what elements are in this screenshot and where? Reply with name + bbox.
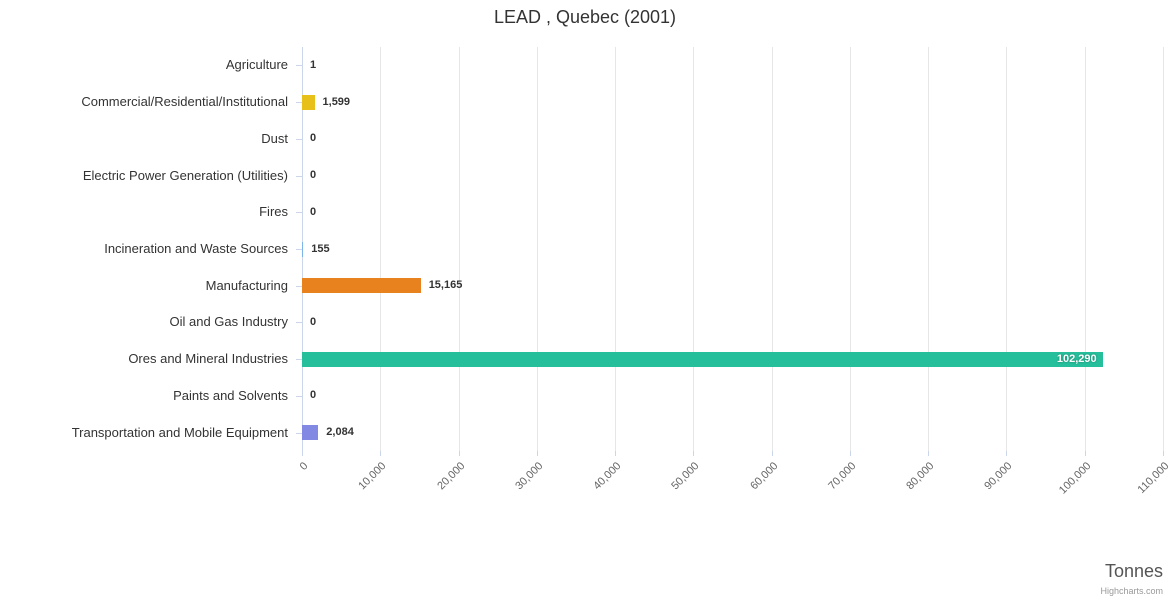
category-label: Commercial/Residential/Institutional bbox=[81, 94, 288, 110]
x-tick-label: 50,000 bbox=[669, 460, 702, 493]
category-tick bbox=[296, 395, 302, 397]
category-tick bbox=[296, 175, 302, 177]
chart-title: LEAD , Quebec (2001) bbox=[493, 7, 677, 27]
bar[interactable] bbox=[302, 241, 304, 257]
bar-value-label: 1 bbox=[310, 58, 317, 71]
bar-value-label: 102,290 bbox=[1056, 352, 1097, 365]
category-label: Ores and Mineral Industries bbox=[128, 351, 288, 367]
x-tick-label: 10,000 bbox=[356, 460, 389, 493]
bar-value-label: 0 bbox=[310, 315, 317, 328]
grid-line bbox=[849, 47, 851, 451]
category-label: Oil and Gas Industry bbox=[169, 314, 289, 330]
category-tick bbox=[296, 322, 302, 324]
x-tick-label: 60,000 bbox=[747, 460, 781, 493]
x-axis-tick bbox=[693, 451, 695, 456]
x-tick-label: 20,000 bbox=[434, 460, 468, 493]
x-tick-label: 100,000 bbox=[1056, 460, 1094, 497]
x-tick-label: 70,000 bbox=[826, 460, 859, 493]
category-tick bbox=[296, 65, 302, 67]
bar-value-label: 155 bbox=[311, 242, 330, 255]
category-tick bbox=[296, 102, 302, 104]
bar-value-label: 0 bbox=[310, 169, 317, 182]
category-label: Agriculture bbox=[225, 57, 288, 73]
category-label: Transportation and Mobile Equipment bbox=[71, 424, 288, 440]
grid-line bbox=[1084, 47, 1086, 451]
x-tick-label: 40,000 bbox=[591, 460, 624, 493]
x-axis-tick bbox=[1163, 451, 1164, 456]
category-label: Fires bbox=[259, 204, 288, 220]
x-tick-label: 90,000 bbox=[982, 460, 1015, 493]
bar[interactable] bbox=[302, 278, 421, 294]
grid-line bbox=[1006, 47, 1008, 451]
x-axis-tick bbox=[536, 451, 538, 456]
x-axis-tick bbox=[380, 451, 382, 456]
category-tick bbox=[296, 138, 302, 140]
x-axis-tick bbox=[849, 451, 851, 456]
grid-line bbox=[380, 47, 382, 451]
bar-value-label: 2,084 bbox=[326, 426, 354, 439]
x-tick-label: 0 bbox=[297, 460, 311, 473]
category-tick bbox=[296, 432, 302, 434]
x-axis-tick bbox=[1084, 451, 1086, 456]
category-label: Manufacturing bbox=[205, 277, 288, 293]
category-tick bbox=[296, 359, 302, 361]
plot-area: 1 1,599 0 0 0 155 15,165 0 102,290 0 2,084 bbox=[302, 47, 1164, 456]
bar[interactable] bbox=[302, 351, 1103, 367]
x-axis-tick bbox=[458, 451, 460, 456]
x-axis-title: Tonnes bbox=[1104, 561, 1163, 581]
x-axis-tick bbox=[1006, 451, 1008, 456]
bar-value-label: 0 bbox=[310, 205, 317, 218]
x-tick-label: 80,000 bbox=[904, 460, 937, 493]
category-tick bbox=[296, 285, 302, 287]
category-label: Incineration and Waste Sources bbox=[104, 241, 288, 256]
grid-line bbox=[693, 47, 695, 451]
x-axis-tick bbox=[302, 451, 303, 456]
grid-line bbox=[615, 47, 617, 451]
bar-value-label: 15,165 bbox=[428, 279, 463, 292]
x-tick-label: 30,000 bbox=[513, 460, 546, 493]
category-label: Paints and Solvents bbox=[173, 387, 288, 403]
grid-line bbox=[1163, 47, 1164, 451]
bar-value-label: 1,599 bbox=[322, 95, 351, 108]
x-axis-tick bbox=[615, 451, 617, 456]
highcharts-credit[interactable]: Highcharts.com bbox=[1100, 586, 1163, 596]
bar[interactable] bbox=[302, 94, 315, 110]
x-axis-tick bbox=[771, 451, 773, 456]
grid-line bbox=[536, 47, 538, 451]
grid-line bbox=[771, 47, 773, 451]
bar-value-label: 0 bbox=[310, 389, 317, 402]
x-axis-tick bbox=[928, 451, 930, 456]
category-label: Dust bbox=[261, 130, 288, 146]
category-tick bbox=[296, 249, 302, 250]
bar[interactable] bbox=[302, 425, 319, 441]
grid-line bbox=[458, 47, 460, 451]
bar-value-label: 0 bbox=[310, 132, 317, 145]
x-tick-label: 110,000 bbox=[1135, 460, 1170, 497]
category-tick bbox=[296, 212, 302, 214]
category-label: Electric Power Generation (Utilities) bbox=[82, 167, 288, 183]
grid-line bbox=[928, 47, 930, 451]
